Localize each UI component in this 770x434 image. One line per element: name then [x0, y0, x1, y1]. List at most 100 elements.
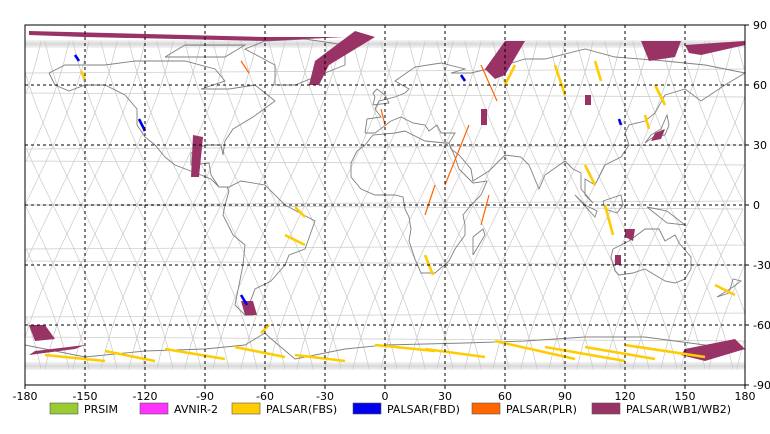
wb-swath: [29, 31, 345, 41]
legend-item: PALSAR(WB1/WB2): [591, 402, 731, 416]
fbs-swath: [284, 233, 306, 247]
y-tick-label: 60: [753, 79, 767, 92]
coastline-segment: [48, 60, 316, 316]
x-tick-label: 0: [382, 390, 389, 403]
wb-swath: [641, 41, 681, 61]
legend-item: PRSIM: [49, 402, 118, 416]
coastline-segment: [472, 228, 486, 256]
x-tick-label: 60: [498, 390, 512, 403]
longitude-tick-labels: -180 -150 -120 -90 -60 -30 0 30 60 90 120 150 180: [13, 385, 756, 403]
legend-swatch: [352, 402, 382, 415]
fbs-swath: [260, 324, 270, 334]
coastline-segment: [574, 194, 598, 218]
wb-swath: [651, 129, 665, 141]
fbs-swath: [503, 64, 517, 86]
x-tick-label: -90: [196, 390, 214, 403]
fbs-swath: [603, 204, 615, 236]
fbd-swath: [137, 118, 147, 132]
dashed-gridlines: [25, 25, 745, 385]
wb-swath: [481, 109, 487, 125]
orbit-track: [72, 40, 202, 370]
orbit-track: [25, 40, 746, 370]
orbit-track: [156, 40, 286, 370]
acquisition-swaths: [29, 31, 745, 363]
fbs-swath: [164, 347, 226, 361]
wb-swath: [615, 255, 621, 265]
legend-item: PALSAR(FBD): [352, 402, 460, 416]
orbit-track: [576, 40, 706, 370]
coastline-segment: [610, 228, 692, 284]
fbs-swath: [234, 345, 286, 359]
coastline-segment: [364, 48, 747, 204]
fbs-swath: [643, 114, 651, 130]
y-tick-label: 90: [753, 19, 767, 32]
coastline-segment: [372, 88, 390, 106]
wb-swath: [485, 41, 525, 79]
fbs-swath: [544, 345, 626, 363]
y-tick-label: -60: [753, 319, 770, 332]
fbd-swath: [617, 118, 623, 126]
fbs-swath: [553, 64, 567, 96]
coastline-segment: [716, 278, 743, 298]
legend-swatch: [139, 402, 169, 415]
x-tick-label: -120: [133, 390, 158, 403]
x-tick-label: 30: [438, 390, 452, 403]
fbs-swath: [583, 164, 597, 186]
wb-swath: [585, 95, 591, 105]
x-tick-label: 120: [615, 390, 636, 403]
plr-swath: [380, 108, 386, 126]
plr-swath: [424, 184, 436, 216]
legend-label: PALSAR(PLR): [506, 403, 577, 416]
fbs-swath: [294, 353, 346, 363]
legend-item: AVNIR-2: [139, 402, 218, 416]
wb-swath: [625, 229, 635, 241]
legend-swatch: [49, 402, 79, 415]
latitude-tick-labels: 90 60 30 0 -30 -60 -90: [745, 19, 770, 392]
x-tick-label: -60: [256, 390, 274, 403]
plr-swath: [480, 64, 498, 102]
x-tick-label: 150: [675, 390, 696, 403]
fbd-swath: [459, 74, 467, 82]
wb-swath: [29, 345, 85, 355]
fbs-swath: [44, 353, 106, 363]
fbs-swath: [104, 349, 156, 363]
legend-swatch: [591, 402, 621, 415]
wb-swath: [241, 301, 257, 315]
x-tick-label: 180: [735, 390, 756, 403]
legend-label: PALSAR(WB1/WB2): [626, 403, 731, 416]
legend-swatch: [231, 402, 261, 415]
orbit-track: [25, 40, 745, 370]
orbit-track: [324, 40, 454, 370]
legend-item: PALSAR(PLR): [471, 402, 577, 416]
fbd-swath: [239, 294, 249, 306]
fbs-swath: [294, 206, 306, 218]
fbs-swath: [653, 84, 667, 106]
coastline-segment: [350, 130, 488, 274]
wb-swath: [191, 135, 203, 177]
x-tick-label: -150: [73, 390, 98, 403]
fbs-swath: [494, 339, 576, 361]
plr-swath: [480, 194, 490, 226]
fbs-swath: [714, 283, 736, 297]
fbs-swath: [593, 60, 603, 82]
legend-item: PALSAR(FBS): [231, 402, 337, 416]
x-tick-label: -30: [316, 390, 334, 403]
y-tick-label: -90: [753, 379, 770, 392]
fbs-swath: [624, 343, 706, 359]
legend-label: PALSAR(FBD): [387, 403, 460, 416]
x-tick-label: -180: [13, 390, 38, 403]
fbs-swath: [584, 345, 656, 361]
coastline-segment: [646, 206, 687, 226]
fbs-swath: [79, 70, 87, 80]
wb-swath: [681, 339, 745, 361]
legend-swatch: [471, 402, 501, 415]
legend: PRSIM AVNIR-2 PALSAR(FBS) PALSAR(FBD) PALSAR…: [49, 402, 731, 416]
y-tick-label: 0: [753, 199, 760, 212]
y-tick-label: 30: [753, 139, 767, 152]
plr-swath: [240, 60, 250, 74]
legend-label: PALSAR(FBS): [266, 403, 337, 416]
x-tick-label: 90: [558, 390, 572, 403]
legend-label: PRSIM: [84, 403, 118, 416]
